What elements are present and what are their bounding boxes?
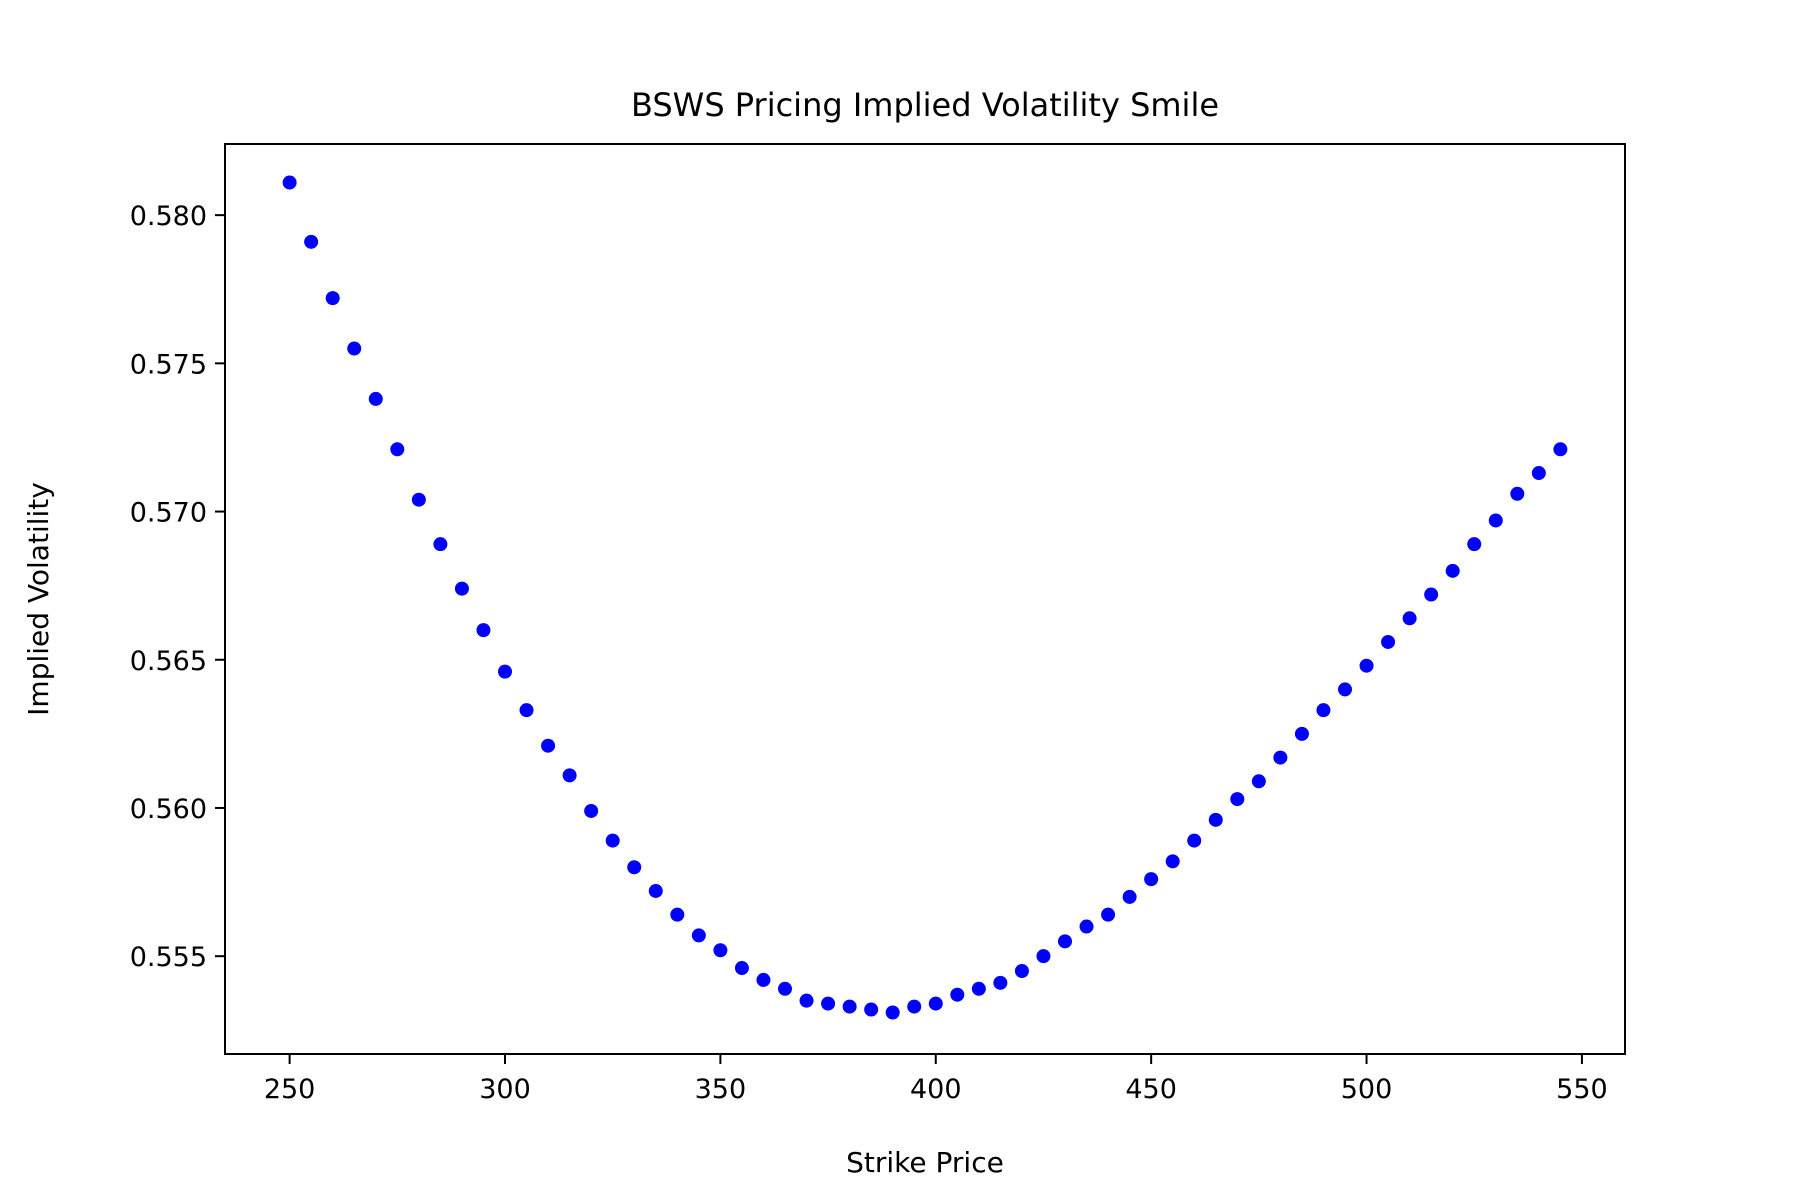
y-tick-label: 0.575	[130, 349, 207, 380]
x-axis: 250 300 350 400 450 500 550	[264, 1054, 1608, 1105]
data-point	[971, 981, 986, 996]
data-point	[476, 623, 491, 638]
x-tick-label: 400	[910, 1074, 962, 1105]
data-point	[1553, 442, 1568, 457]
data-point	[1424, 587, 1439, 602]
data-point	[605, 833, 620, 848]
data-point	[325, 291, 340, 306]
data-point	[864, 1002, 879, 1017]
chart-title: BSWS Pricing Implied Volatility Smile	[631, 86, 1219, 124]
data-point	[541, 738, 556, 753]
data-point	[411, 492, 426, 507]
data-point	[1036, 949, 1051, 964]
data-point	[756, 972, 771, 987]
data-point	[1101, 907, 1116, 922]
data-points	[282, 175, 1568, 1020]
data-point	[907, 999, 922, 1014]
data-point	[498, 664, 512, 679]
data-point	[1058, 934, 1072, 949]
data-point	[1208, 812, 1223, 827]
data-point	[1531, 466, 1546, 481]
data-point	[282, 175, 297, 190]
x-tick-label: 500	[1341, 1074, 1393, 1105]
data-point	[519, 703, 534, 718]
data-point	[799, 993, 814, 1008]
data-point	[1165, 854, 1180, 869]
data-point	[1251, 774, 1266, 789]
data-point	[1488, 513, 1503, 528]
data-point	[1381, 634, 1396, 649]
data-point	[713, 943, 728, 958]
data-point	[778, 981, 792, 996]
data-point	[1014, 964, 1029, 979]
data-point	[1079, 919, 1094, 934]
data-point	[1273, 750, 1288, 765]
x-tick-label: 300	[479, 1074, 531, 1105]
data-point	[627, 860, 642, 875]
data-point	[821, 996, 836, 1011]
data-point	[885, 1005, 900, 1020]
data-point	[1359, 658, 1374, 673]
data-point	[1230, 792, 1245, 807]
x-tick-label: 550	[1556, 1074, 1608, 1105]
data-point	[842, 999, 857, 1014]
y-tick-label: 0.580	[130, 201, 207, 232]
data-point	[390, 442, 405, 457]
data-point	[368, 391, 383, 406]
y-tick-label: 0.555	[130, 942, 207, 973]
y-axis: 0.555 0.560 0.565 0.570 0.575 0.580	[130, 201, 225, 973]
data-point	[347, 341, 362, 356]
data-point	[584, 803, 599, 818]
y-tick-label: 0.570	[130, 498, 207, 529]
x-axis-label: Strike Price	[846, 1146, 1004, 1179]
data-point	[454, 581, 469, 596]
x-tick-label: 450	[1125, 1074, 1177, 1105]
data-point	[670, 907, 685, 922]
data-point	[950, 987, 965, 1002]
data-point	[1144, 872, 1159, 887]
data-point	[691, 928, 706, 943]
data-point	[1122, 889, 1137, 904]
data-point	[1510, 486, 1525, 501]
y-tick-label: 0.565	[130, 646, 207, 677]
data-point	[1467, 537, 1482, 552]
data-point	[433, 537, 448, 552]
data-point	[1402, 611, 1417, 626]
data-point	[1445, 563, 1460, 578]
data-point	[1294, 726, 1309, 741]
data-point	[993, 975, 1008, 990]
plot-area-frame	[224, 143, 1626, 1055]
data-point	[1187, 833, 1202, 848]
data-point	[648, 883, 663, 898]
data-point	[928, 996, 943, 1011]
x-tick-label: 350	[695, 1074, 747, 1105]
y-axis-label: Implied Volatility	[22, 482, 55, 716]
data-point	[1338, 682, 1352, 697]
y-tick-label: 0.560	[130, 794, 207, 825]
data-point	[1316, 703, 1331, 718]
data-point	[304, 234, 319, 249]
x-tick-label: 250	[264, 1074, 316, 1105]
data-point	[734, 961, 749, 976]
data-point	[562, 768, 577, 783]
